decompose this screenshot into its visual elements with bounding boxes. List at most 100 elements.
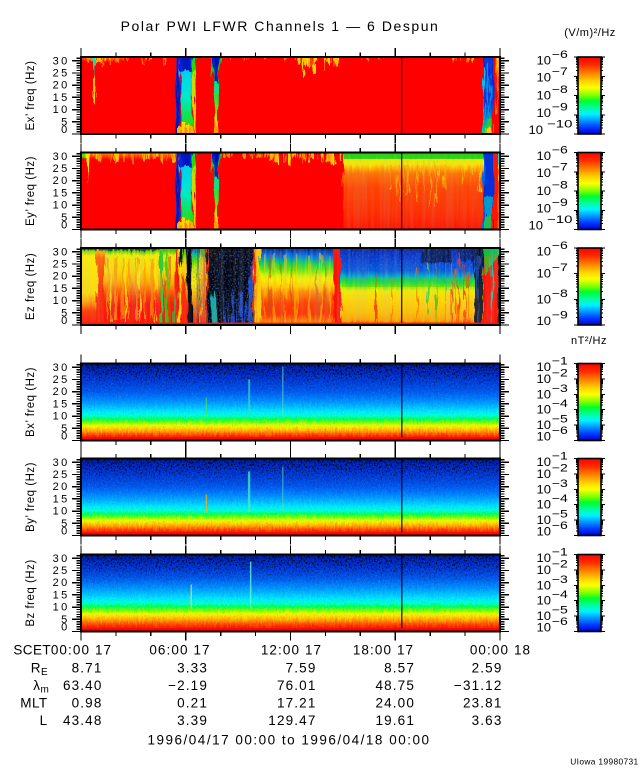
svg-text:25: 25 [53, 565, 70, 577]
svg-text:30: 30 [53, 151, 70, 163]
svg-text:1996/04/17 00:00 to 1996/04/18: 1996/04/17 00:00 to 1996/04/18 00:00 [148, 733, 431, 748]
svg-text:10: 10 [529, 221, 544, 233]
svg-text:10: 10 [53, 411, 70, 423]
svg-text:10: 10 [537, 151, 552, 163]
svg-text:15: 15 [53, 398, 70, 410]
svg-text:5: 5 [61, 423, 70, 435]
svg-text:−7: −7 [552, 162, 568, 174]
svg-text:−8: −8 [552, 288, 568, 300]
svg-text:10: 10 [537, 73, 552, 85]
svg-text:10: 10 [537, 247, 552, 259]
svg-text:−9: −9 [552, 310, 568, 322]
svg-text:−5: −5 [552, 509, 568, 521]
svg-text:−1: −1 [552, 356, 568, 368]
svg-text:30: 30 [53, 553, 70, 565]
svg-text:10: 10 [53, 506, 70, 518]
svg-text:L: L [40, 713, 48, 728]
svg-text:−7: −7 [552, 66, 568, 78]
svg-text:76.01: 76.01 [277, 678, 317, 693]
svg-text:2.59: 2.59 [472, 660, 503, 675]
svg-text:30: 30 [53, 362, 70, 374]
svg-text:5: 5 [61, 307, 70, 319]
svg-text:−1: −1 [552, 547, 568, 559]
svg-text:20: 20 [53, 175, 70, 187]
svg-text:Polar PWI LFWR Channels 1 — 6: Polar PWI LFWR Channels 1 — 6 Despun [121, 18, 440, 34]
svg-text:129.47: 129.47 [268, 713, 316, 728]
svg-text:Bx’ freq (Hz): Bx’ freq (Hz) [25, 367, 37, 437]
svg-text:15: 15 [53, 493, 70, 505]
svg-text:−9: −9 [552, 102, 568, 114]
svg-text:−2: −2 [552, 462, 568, 474]
svg-text:−6: −6 [552, 240, 568, 252]
svg-text:10: 10 [537, 484, 552, 496]
svg-text:25: 25 [53, 259, 70, 271]
svg-text:−7: −7 [552, 262, 568, 274]
svg-text:20: 20 [53, 481, 70, 493]
svg-text:SCET: SCET [13, 642, 51, 657]
svg-text:10: 10 [53, 200, 70, 212]
svg-text:10: 10 [537, 168, 552, 180]
svg-text:−2: −2 [552, 558, 568, 570]
svg-text:25: 25 [53, 68, 70, 80]
svg-text:20: 20 [53, 271, 70, 283]
svg-text:−4: −4 [552, 398, 568, 410]
svg-text:06:00 17: 06:00 17 [149, 642, 210, 657]
svg-text:15: 15 [53, 187, 70, 199]
svg-text:10: 10 [537, 432, 552, 444]
svg-text:3.63: 3.63 [472, 713, 503, 728]
svg-text:12:00 17: 12:00 17 [261, 642, 322, 657]
svg-text:10: 10 [537, 108, 552, 120]
svg-text:−31.12: −31.12 [454, 678, 503, 693]
svg-text:10: 10 [53, 295, 70, 307]
svg-text:0.98: 0.98 [72, 695, 103, 710]
svg-text:10: 10 [529, 125, 544, 137]
svg-text:R: R [31, 660, 41, 675]
svg-text:10: 10 [537, 596, 552, 608]
svg-text:30: 30 [53, 55, 70, 67]
svg-text:10: 10 [53, 602, 70, 614]
svg-text:25: 25 [53, 374, 70, 386]
svg-text:10: 10 [53, 104, 70, 116]
svg-text:−5: −5 [552, 605, 568, 617]
svg-text:10: 10 [537, 389, 552, 401]
svg-text:0: 0 [61, 315, 70, 327]
svg-text:17.21: 17.21 [277, 695, 317, 710]
svg-text:10: 10 [537, 316, 552, 328]
svg-text:10: 10 [537, 405, 552, 417]
svg-text:0: 0 [61, 431, 70, 443]
svg-text:43.48: 43.48 [63, 713, 103, 728]
svg-text:5: 5 [61, 116, 70, 128]
svg-text:−8: −8 [552, 84, 568, 96]
svg-text:0: 0 [61, 526, 70, 538]
svg-text:10: 10 [537, 374, 552, 386]
svg-text:−3: −3 [552, 478, 568, 490]
svg-text:24.00: 24.00 [375, 695, 415, 710]
svg-text:25: 25 [53, 163, 70, 175]
svg-text:UIowa 19980731: UIowa 19980731 [570, 757, 638, 767]
svg-text:−6: −6 [552, 520, 568, 532]
svg-text:10: 10 [537, 553, 552, 565]
svg-text:23.81: 23.81 [463, 695, 503, 710]
svg-text:5: 5 [61, 518, 70, 530]
svg-text:25: 25 [53, 469, 70, 481]
svg-text:30: 30 [53, 457, 70, 469]
svg-text:10: 10 [537, 565, 552, 577]
svg-text:−1: −1 [552, 451, 568, 463]
svg-text:15: 15 [53, 283, 70, 295]
svg-text:5: 5 [61, 614, 70, 626]
svg-text:10: 10 [537, 611, 552, 623]
svg-text:15: 15 [53, 92, 70, 104]
svg-text:λ: λ [33, 678, 40, 693]
svg-text:8.57: 8.57 [384, 660, 415, 675]
svg-text:−6: −6 [552, 49, 568, 61]
svg-text:20: 20 [53, 577, 70, 589]
svg-text:−9: −9 [552, 197, 568, 209]
svg-text:10: 10 [537, 269, 552, 281]
svg-text:nT²/Hz: nT²/Hz [571, 335, 607, 347]
svg-text:Bz freq (Hz): Bz freq (Hz) [25, 559, 37, 626]
svg-text:−10: −10 [547, 214, 573, 226]
svg-text:−10: −10 [547, 119, 573, 131]
svg-text:5: 5 [61, 212, 70, 224]
svg-text:18:00 17: 18:00 17 [353, 642, 414, 657]
svg-text:10: 10 [537, 469, 552, 481]
